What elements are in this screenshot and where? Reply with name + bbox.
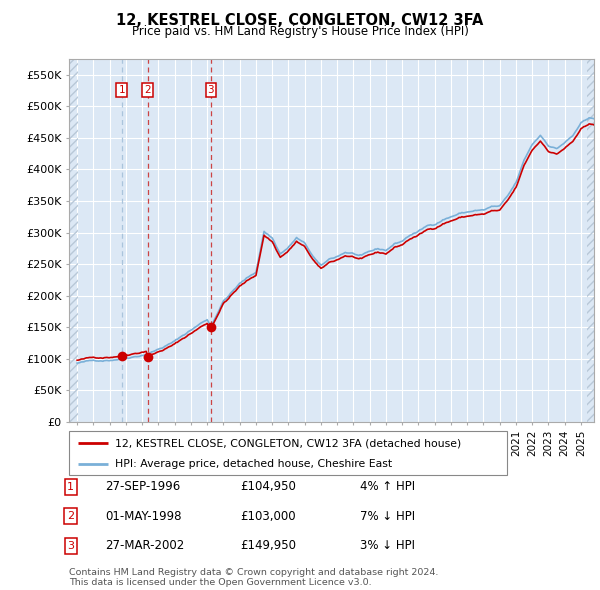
Text: 27-MAR-2002: 27-MAR-2002: [105, 539, 184, 552]
Bar: [587, 59, 594, 422]
Text: 27-SEP-1996: 27-SEP-1996: [105, 480, 180, 493]
Text: 1: 1: [119, 85, 125, 95]
Text: 2: 2: [67, 512, 74, 521]
Text: 01-MAY-1998: 01-MAY-1998: [105, 510, 182, 523]
Text: 7% ↓ HPI: 7% ↓ HPI: [360, 510, 415, 523]
Text: HPI: Average price, detached house, Cheshire East: HPI: Average price, detached house, Ches…: [115, 459, 392, 469]
FancyBboxPatch shape: [69, 431, 507, 475]
Text: 3% ↓ HPI: 3% ↓ HPI: [360, 539, 415, 552]
Text: 2: 2: [144, 85, 151, 95]
Text: 1: 1: [67, 482, 74, 491]
Text: This data is licensed under the Open Government Licence v3.0.: This data is licensed under the Open Gov…: [69, 578, 371, 587]
Text: 12, KESTREL CLOSE, CONGLETON, CW12 3FA (detached house): 12, KESTREL CLOSE, CONGLETON, CW12 3FA (…: [115, 438, 461, 448]
Bar: [69, 59, 79, 422]
Text: 12, KESTREL CLOSE, CONGLETON, CW12 3FA: 12, KESTREL CLOSE, CONGLETON, CW12 3FA: [116, 13, 484, 28]
Text: £104,950: £104,950: [240, 480, 296, 493]
Text: 3: 3: [208, 85, 214, 95]
Text: 4% ↑ HPI: 4% ↑ HPI: [360, 480, 415, 493]
Text: Price paid vs. HM Land Registry's House Price Index (HPI): Price paid vs. HM Land Registry's House …: [131, 25, 469, 38]
Text: £103,000: £103,000: [240, 510, 296, 523]
Text: £149,950: £149,950: [240, 539, 296, 552]
Text: 3: 3: [67, 541, 74, 550]
Text: Contains HM Land Registry data © Crown copyright and database right 2024.: Contains HM Land Registry data © Crown c…: [69, 568, 439, 577]
